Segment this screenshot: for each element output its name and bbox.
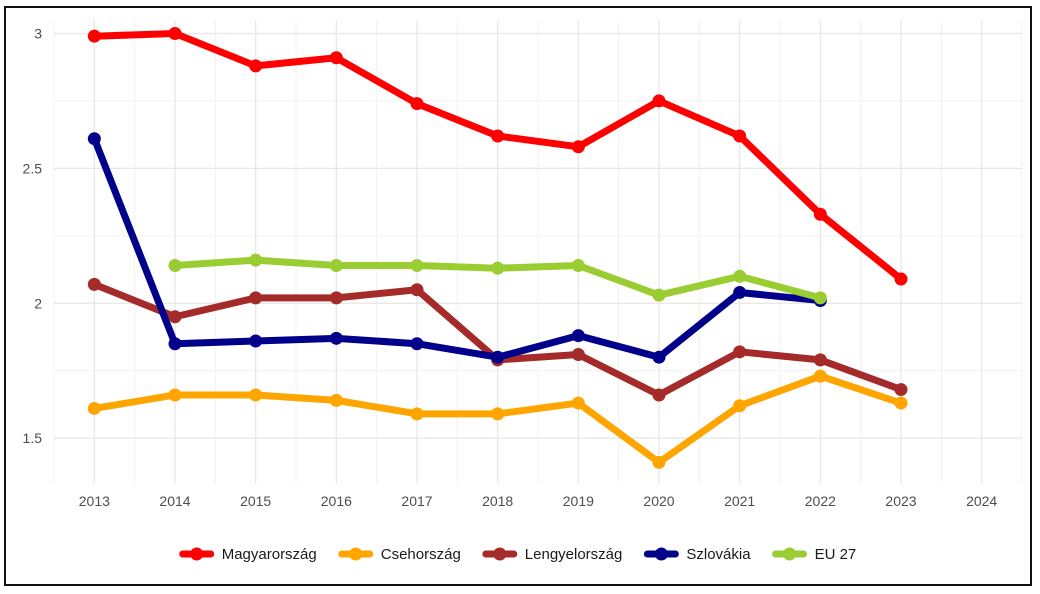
y-tick-label: 1.5 [23,430,43,446]
series-layer [87,26,908,469]
x-tick-label: 2022 [805,493,836,509]
data-point [249,334,263,348]
legend-item: Lengyelország [482,546,623,563]
data-point [249,59,263,73]
data-point [249,253,263,267]
y-tick-label: 2.5 [23,160,43,176]
x-tick-label: 2014 [159,493,190,509]
y-tick-label: 2 [34,295,42,311]
data-point [491,350,505,364]
data-point [813,207,827,221]
data-point [571,258,585,272]
data-point [894,396,908,410]
x-tick-label: 2016 [321,493,352,509]
data-point [168,258,182,272]
data-point [813,291,827,305]
data-point [168,310,182,324]
data-point [733,345,747,359]
data-point [571,348,585,362]
data-point [652,350,666,364]
x-tick-label: 2019 [563,493,594,509]
x-tick-label: 2013 [79,493,110,509]
legend-item: EU 27 [772,546,857,563]
legend-item: Magyarország [179,546,317,563]
data-point [168,337,182,351]
data-point [491,407,505,421]
data-point [571,140,585,154]
data-point [652,288,666,302]
series-4 [168,253,827,305]
legend-key-point [349,547,363,561]
data-point [168,388,182,402]
data-point [249,388,263,402]
data-point [329,51,343,65]
x-tick-label: 2021 [724,493,755,509]
data-point [652,94,666,108]
data-point [249,291,263,305]
grid-minor [53,20,1023,484]
data-point [733,285,747,299]
data-point [410,97,424,111]
x-tick-label: 2017 [401,493,432,509]
data-point [87,277,101,291]
data-point [733,269,747,283]
legend-key-point [493,547,507,561]
data-point [813,353,827,367]
x-tick-label: 2015 [240,493,271,509]
series-line [90,135,824,361]
data-point [168,26,182,40]
x-tick-label: 2020 [643,493,674,509]
data-point [571,329,585,343]
y-tick-label: 3 [34,25,42,41]
data-point [491,261,505,275]
data-point [491,129,505,143]
data-point [410,407,424,421]
x-tick-label: 2018 [482,493,513,509]
data-point [87,401,101,415]
legend-item: Szlovákia [643,546,751,563]
legend: Magyarország Csehország Lengyelország Szlov… [179,546,857,563]
chart-frame: 1.5 2 2.5 3 2013 2014 2015 2016 2017 2018 2019 202… [4,6,1032,586]
data-point [813,369,827,383]
legend-key-point [654,547,668,561]
legend-item: Csehország [338,546,461,563]
data-point [329,393,343,407]
data-point [733,129,747,143]
data-point [894,383,908,397]
data-point [329,331,343,345]
x-tick-label: 2023 [885,493,916,509]
data-point [894,272,908,286]
legend-label: Lengyelország [525,546,623,563]
data-point [410,283,424,297]
legend-key-point [190,547,204,561]
legend-label: Szlovákia [686,546,751,563]
line-chart: 1.5 2 2.5 3 2013 2014 2015 2016 2017 2018 2019 202… [23,20,1023,563]
x-axis-ticks: 2013 2014 2015 2016 2017 2018 2019 2020 2021 2022… [79,493,998,509]
legend-key-point [783,547,797,561]
y-axis-ticks: 1.5 2 2.5 3 [23,25,43,446]
data-point [329,258,343,272]
data-point [410,258,424,272]
data-point [87,29,101,43]
data-point [329,291,343,305]
series-3 [87,132,827,364]
series-0 [87,26,908,286]
data-point [733,399,747,413]
data-point [652,455,666,469]
legend-label: Magyarország [222,546,317,563]
legend-label: EU 27 [815,546,857,563]
data-point [571,396,585,410]
data-point [410,337,424,351]
data-point [87,132,101,146]
legend-label: Csehország [381,546,461,563]
series-1 [87,369,908,469]
data-point [652,388,666,402]
x-tick-label: 2024 [966,493,997,509]
